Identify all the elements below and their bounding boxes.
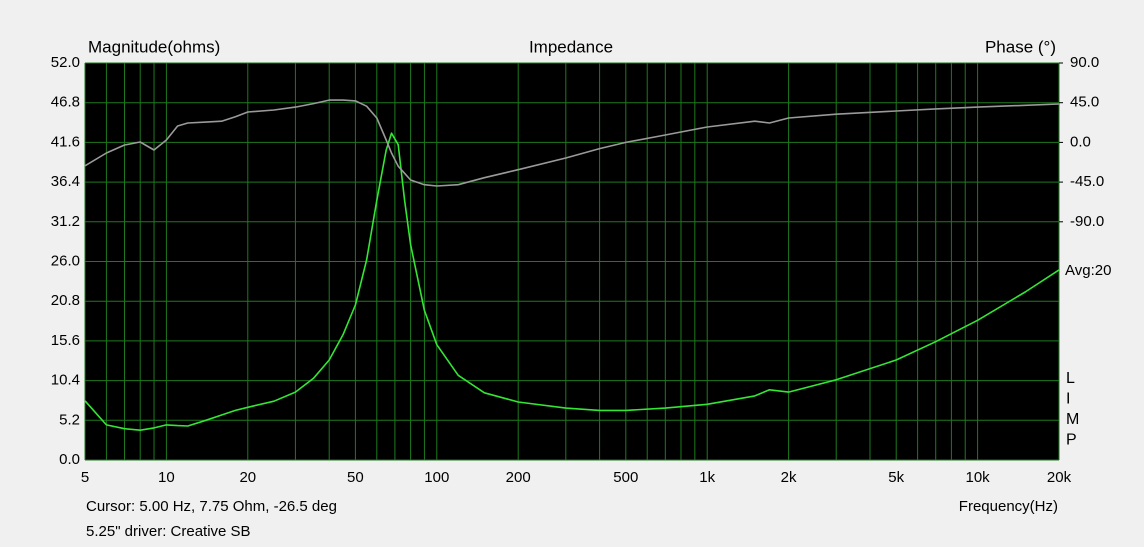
chart-title: Impedance xyxy=(529,37,613,56)
x-tick-label: 50 xyxy=(347,469,364,486)
cursor-readout: Cursor: 5.00 Hz, 7.75 Ohm, -26.5 deg xyxy=(86,498,337,515)
y-tick-label: 0.0 xyxy=(59,451,80,468)
x-tick-label: 10k xyxy=(966,469,991,486)
y2-tick-label: -45.0 xyxy=(1070,173,1104,190)
y-tick-label: 10.4 xyxy=(51,372,80,389)
side-letter: M xyxy=(1066,411,1079,428)
y-tick-label: 46.8 xyxy=(51,94,80,111)
y2-tick-label: 90.0 xyxy=(1070,54,1099,71)
x-tick-label: 100 xyxy=(424,469,449,486)
x-tick-label: 1k xyxy=(699,469,715,486)
x-tick-label: 200 xyxy=(506,469,531,486)
avg-label: Avg:20 xyxy=(1065,262,1111,279)
y-axis-label: Magnitude(ohms) xyxy=(88,37,220,56)
x-tick-label: 5 xyxy=(81,469,89,486)
side-letter: I xyxy=(1066,391,1070,408)
x-tick-label: 20k xyxy=(1047,469,1072,486)
side-letter: L xyxy=(1066,370,1075,387)
y-tick-label: 36.4 xyxy=(51,173,80,190)
series-line xyxy=(84,99,1060,187)
x-tick-label: 10 xyxy=(158,469,175,486)
y-tick-label: 41.6 xyxy=(51,133,80,150)
x-tick-label: 5k xyxy=(888,469,904,486)
y-tick-label: 5.2 xyxy=(59,411,80,428)
y-tick-label: 31.2 xyxy=(51,213,80,230)
x-tick-label: 500 xyxy=(613,469,638,486)
y2-axis-label: Phase (°) xyxy=(985,37,1056,56)
side-letter: P xyxy=(1066,432,1077,449)
y-tick-label: 20.8 xyxy=(51,292,80,309)
y2-tick-label: 45.0 xyxy=(1070,94,1099,111)
x-axis-label: Frequency(Hz) xyxy=(959,498,1058,515)
y-tick-label: 26.0 xyxy=(51,252,80,269)
y2-tick-label: 0.0 xyxy=(1070,133,1091,150)
x-tick-label: 2k xyxy=(781,469,797,486)
series-line xyxy=(84,132,1060,431)
y-tick-label: 15.6 xyxy=(51,332,80,349)
x-tick-label: 20 xyxy=(239,469,256,486)
y-tick-label: 52.0 xyxy=(51,54,80,71)
y2-tick-label: -90.0 xyxy=(1070,213,1104,230)
caption: 5.25" driver: Creative SB xyxy=(86,523,251,540)
